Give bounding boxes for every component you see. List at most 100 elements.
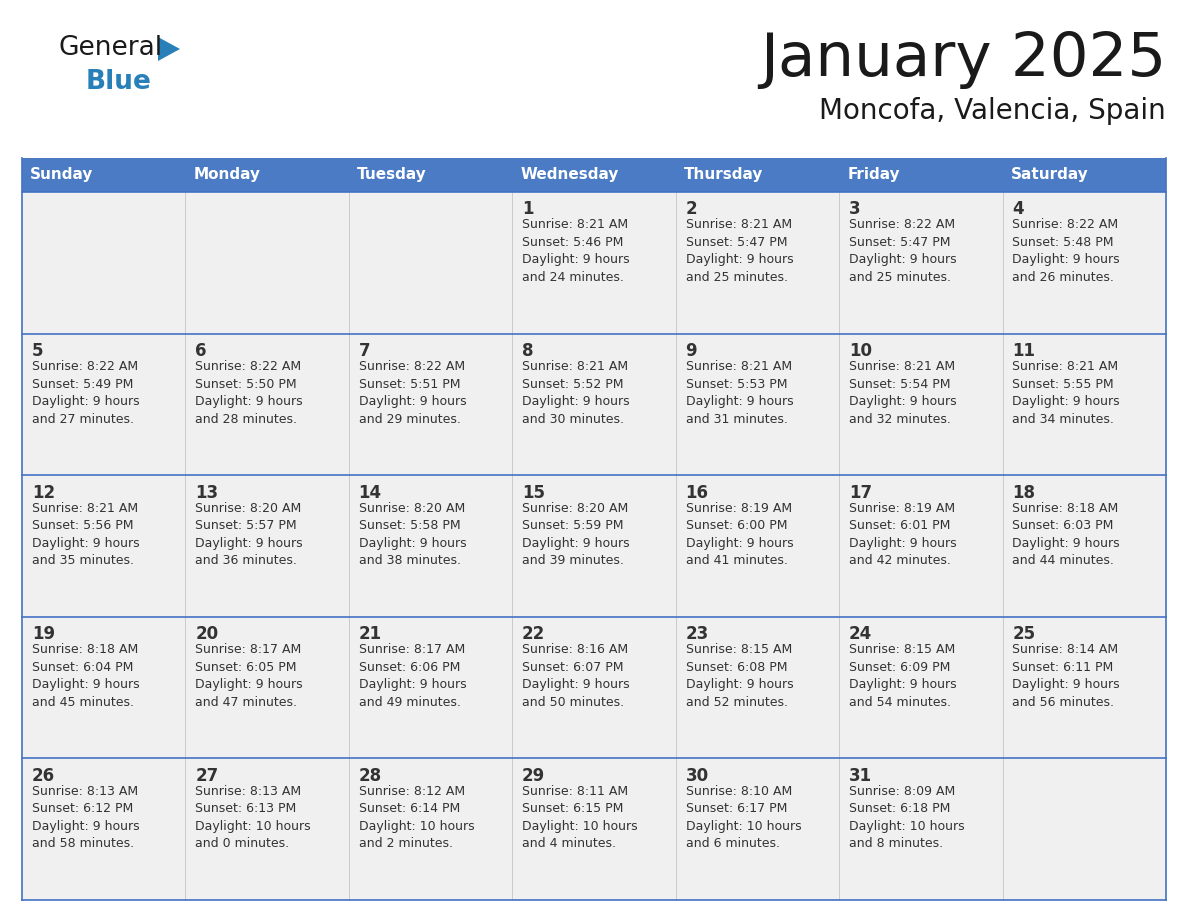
Text: 10: 10 [849, 342, 872, 360]
Bar [185, 617, 349, 758]
Bar [512, 476, 676, 617]
Bar [512, 333, 676, 476]
Text: Sunrise: 8:13 AM
Sunset: 6:12 PM
Daylight: 9 hours
and 58 minutes.: Sunrise: 8:13 AM Sunset: 6:12 PM Dayligh… [32, 785, 139, 850]
Text: 8: 8 [522, 342, 533, 360]
Text: Sunrise: 8:18 AM
Sunset: 6:03 PM
Daylight: 9 hours
and 44 minutes.: Sunrise: 8:18 AM Sunset: 6:03 PM Dayligh… [1012, 502, 1120, 567]
Text: 26: 26 [32, 767, 55, 785]
Polygon shape [158, 37, 181, 61]
Text: Sunrise: 8:13 AM
Sunset: 6:13 PM
Daylight: 10 hours
and 0 minutes.: Sunrise: 8:13 AM Sunset: 6:13 PM Dayligh… [195, 785, 311, 850]
Bar [1003, 192, 1165, 333]
Text: Wednesday: Wednesday [520, 167, 619, 183]
Text: 9: 9 [685, 342, 697, 360]
Bar [676, 158, 839, 192]
Text: Sunrise: 8:12 AM
Sunset: 6:14 PM
Daylight: 10 hours
and 2 minutes.: Sunrise: 8:12 AM Sunset: 6:14 PM Dayligh… [359, 785, 474, 850]
Text: 20: 20 [195, 625, 219, 644]
Text: Sunrise: 8:21 AM
Sunset: 5:56 PM
Daylight: 9 hours
and 35 minutes.: Sunrise: 8:21 AM Sunset: 5:56 PM Dayligh… [32, 502, 139, 567]
Text: 19: 19 [32, 625, 55, 644]
Text: Sunday: Sunday [30, 167, 94, 183]
Text: 3: 3 [849, 200, 860, 218]
Text: 29: 29 [522, 767, 545, 785]
Text: Sunrise: 8:11 AM
Sunset: 6:15 PM
Daylight: 10 hours
and 4 minutes.: Sunrise: 8:11 AM Sunset: 6:15 PM Dayligh… [522, 785, 638, 850]
Bar [512, 758, 676, 900]
Bar [676, 476, 839, 617]
Text: Sunrise: 8:20 AM
Sunset: 5:59 PM
Daylight: 9 hours
and 39 minutes.: Sunrise: 8:20 AM Sunset: 5:59 PM Dayligh… [522, 502, 630, 567]
Text: 24: 24 [849, 625, 872, 644]
Bar [1003, 158, 1165, 192]
Text: Sunrise: 8:14 AM
Sunset: 6:11 PM
Daylight: 9 hours
and 56 minutes.: Sunrise: 8:14 AM Sunset: 6:11 PM Dayligh… [1012, 644, 1120, 709]
Bar [512, 617, 676, 758]
Bar [185, 758, 349, 900]
Text: 23: 23 [685, 625, 709, 644]
Bar [839, 617, 1003, 758]
Text: 27: 27 [195, 767, 219, 785]
Bar [185, 158, 349, 192]
Bar [23, 333, 185, 476]
Text: Sunrise: 8:10 AM
Sunset: 6:17 PM
Daylight: 10 hours
and 6 minutes.: Sunrise: 8:10 AM Sunset: 6:17 PM Dayligh… [685, 785, 801, 850]
Text: 13: 13 [195, 484, 219, 502]
Text: Sunrise: 8:21 AM
Sunset: 5:54 PM
Daylight: 9 hours
and 32 minutes.: Sunrise: 8:21 AM Sunset: 5:54 PM Dayligh… [849, 360, 956, 426]
Text: Sunrise: 8:22 AM
Sunset: 5:50 PM
Daylight: 9 hours
and 28 minutes.: Sunrise: 8:22 AM Sunset: 5:50 PM Dayligh… [195, 360, 303, 426]
Text: 11: 11 [1012, 342, 1036, 360]
Bar [349, 333, 512, 476]
Bar [349, 192, 512, 333]
Text: Moncofa, Valencia, Spain: Moncofa, Valencia, Spain [820, 97, 1165, 125]
Text: 15: 15 [522, 484, 545, 502]
Bar [676, 617, 839, 758]
Text: Saturday: Saturday [1011, 167, 1088, 183]
Text: Friday: Friday [847, 167, 901, 183]
Text: Sunrise: 8:22 AM
Sunset: 5:48 PM
Daylight: 9 hours
and 26 minutes.: Sunrise: 8:22 AM Sunset: 5:48 PM Dayligh… [1012, 218, 1120, 284]
Text: 22: 22 [522, 625, 545, 644]
Text: Sunrise: 8:19 AM
Sunset: 6:01 PM
Daylight: 9 hours
and 42 minutes.: Sunrise: 8:19 AM Sunset: 6:01 PM Dayligh… [849, 502, 956, 567]
Bar [1003, 476, 1165, 617]
Bar [23, 617, 185, 758]
Bar [185, 476, 349, 617]
Text: Sunrise: 8:21 AM
Sunset: 5:53 PM
Daylight: 9 hours
and 31 minutes.: Sunrise: 8:21 AM Sunset: 5:53 PM Dayligh… [685, 360, 794, 426]
Bar [23, 192, 185, 333]
Text: Sunrise: 8:21 AM
Sunset: 5:55 PM
Daylight: 9 hours
and 34 minutes.: Sunrise: 8:21 AM Sunset: 5:55 PM Dayligh… [1012, 360, 1120, 426]
Text: 6: 6 [195, 342, 207, 360]
Bar [839, 158, 1003, 192]
Bar [185, 333, 349, 476]
Bar [839, 333, 1003, 476]
Bar [349, 617, 512, 758]
Text: Sunrise: 8:20 AM
Sunset: 5:57 PM
Daylight: 9 hours
and 36 minutes.: Sunrise: 8:20 AM Sunset: 5:57 PM Dayligh… [195, 502, 303, 567]
Text: Sunrise: 8:22 AM
Sunset: 5:51 PM
Daylight: 9 hours
and 29 minutes.: Sunrise: 8:22 AM Sunset: 5:51 PM Dayligh… [359, 360, 466, 426]
Text: 18: 18 [1012, 484, 1036, 502]
Bar [349, 158, 512, 192]
Bar [349, 476, 512, 617]
Text: Sunrise: 8:21 AM
Sunset: 5:52 PM
Daylight: 9 hours
and 30 minutes.: Sunrise: 8:21 AM Sunset: 5:52 PM Dayligh… [522, 360, 630, 426]
Text: 30: 30 [685, 767, 709, 785]
Text: Sunrise: 8:21 AM
Sunset: 5:47 PM
Daylight: 9 hours
and 25 minutes.: Sunrise: 8:21 AM Sunset: 5:47 PM Dayligh… [685, 218, 794, 284]
Bar [1003, 617, 1165, 758]
Bar [839, 192, 1003, 333]
Text: Sunrise: 8:22 AM
Sunset: 5:47 PM
Daylight: 9 hours
and 25 minutes.: Sunrise: 8:22 AM Sunset: 5:47 PM Dayligh… [849, 218, 956, 284]
Text: Sunrise: 8:16 AM
Sunset: 6:07 PM
Daylight: 9 hours
and 50 minutes.: Sunrise: 8:16 AM Sunset: 6:07 PM Dayligh… [522, 644, 630, 709]
Text: Blue: Blue [86, 69, 152, 95]
Bar [512, 158, 676, 192]
Text: 31: 31 [849, 767, 872, 785]
Text: Sunrise: 8:15 AM
Sunset: 6:08 PM
Daylight: 9 hours
and 52 minutes.: Sunrise: 8:15 AM Sunset: 6:08 PM Dayligh… [685, 644, 794, 709]
Text: Tuesday: Tuesday [358, 167, 426, 183]
Bar [185, 192, 349, 333]
Text: 12: 12 [32, 484, 55, 502]
Text: Sunrise: 8:09 AM
Sunset: 6:18 PM
Daylight: 10 hours
and 8 minutes.: Sunrise: 8:09 AM Sunset: 6:18 PM Dayligh… [849, 785, 965, 850]
Bar [23, 758, 185, 900]
Text: 28: 28 [359, 767, 381, 785]
Text: 2: 2 [685, 200, 697, 218]
Text: 17: 17 [849, 484, 872, 502]
Text: 4: 4 [1012, 200, 1024, 218]
Text: 25: 25 [1012, 625, 1036, 644]
Text: Thursday: Thursday [684, 167, 763, 183]
Text: Sunrise: 8:22 AM
Sunset: 5:49 PM
Daylight: 9 hours
and 27 minutes.: Sunrise: 8:22 AM Sunset: 5:49 PM Dayligh… [32, 360, 139, 426]
Text: 16: 16 [685, 484, 708, 502]
Bar [1003, 333, 1165, 476]
Bar [676, 333, 839, 476]
Text: Sunrise: 8:15 AM
Sunset: 6:09 PM
Daylight: 9 hours
and 54 minutes.: Sunrise: 8:15 AM Sunset: 6:09 PM Dayligh… [849, 644, 956, 709]
Text: 14: 14 [359, 484, 381, 502]
Bar [23, 158, 185, 192]
Text: Sunrise: 8:21 AM
Sunset: 5:46 PM
Daylight: 9 hours
and 24 minutes.: Sunrise: 8:21 AM Sunset: 5:46 PM Dayligh… [522, 218, 630, 284]
Text: Sunrise: 8:17 AM
Sunset: 6:05 PM
Daylight: 9 hours
and 47 minutes.: Sunrise: 8:17 AM Sunset: 6:05 PM Dayligh… [195, 644, 303, 709]
Bar [676, 192, 839, 333]
Text: 1: 1 [522, 200, 533, 218]
Text: January 2025: January 2025 [760, 30, 1165, 89]
